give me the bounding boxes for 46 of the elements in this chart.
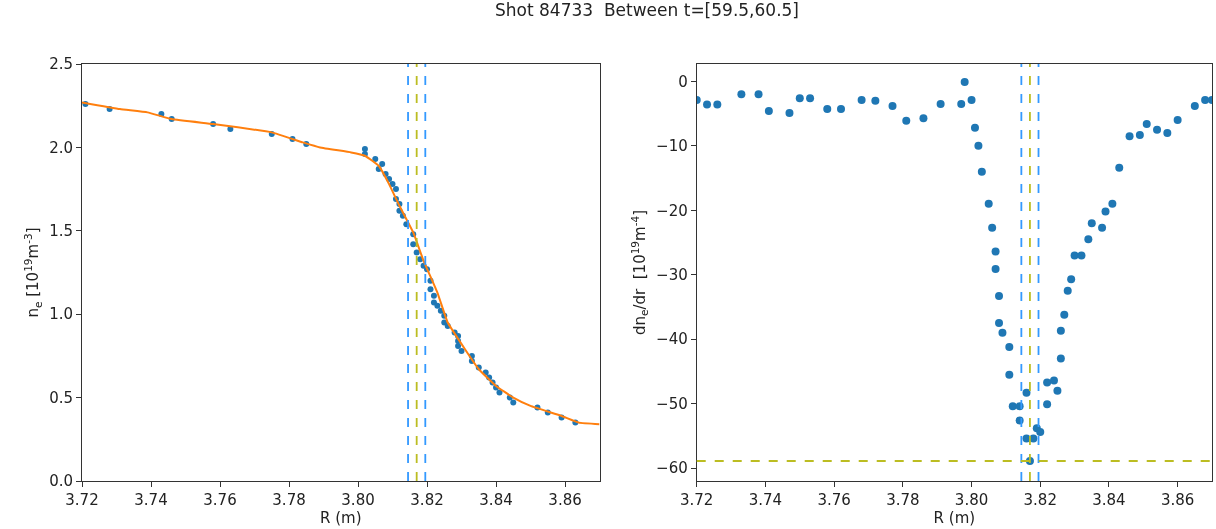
y-tick-label: −40 <box>656 330 688 349</box>
x-tick-label: 3.78 <box>886 491 920 509</box>
point <box>410 241 417 248</box>
y-tick-label: −10 <box>656 137 688 156</box>
point <box>392 186 399 193</box>
y-tick-label: −50 <box>656 394 688 413</box>
point <box>458 347 465 354</box>
point <box>496 389 503 396</box>
x-tick-label: 3.80 <box>954 491 989 509</box>
y-tick-label: 2.0 <box>49 138 73 157</box>
y-tick-label: 1.0 <box>49 305 73 324</box>
y-tick-label: −30 <box>656 266 688 285</box>
x-tick-label: 3.86 <box>548 491 582 509</box>
x-tick-label: 3.86 <box>1160 491 1195 509</box>
x-tick-label: 3.82 <box>410 491 444 509</box>
point <box>434 302 441 309</box>
x-tick-label: 3.82 <box>1023 491 1057 509</box>
x-tick-label: 3.76 <box>203 491 237 509</box>
point <box>427 286 434 293</box>
y-tick-label: 2.5 <box>49 55 73 74</box>
y-tick-label: 0.5 <box>49 388 73 407</box>
x-tick-label: 3.80 <box>341 491 375 509</box>
point <box>379 161 386 168</box>
point <box>361 146 368 153</box>
point <box>413 249 420 256</box>
x-axis-title: R (m) <box>320 509 362 527</box>
point <box>510 399 517 406</box>
y-tick-label: −60 <box>656 459 688 478</box>
x-tick-label: 3.72 <box>680 491 714 509</box>
y-tick-label: 1.5 <box>49 222 73 241</box>
y-tick-label: −20 <box>656 201 688 220</box>
x-tick-label: 3.72 <box>65 491 99 509</box>
x-tick-label: 3.74 <box>134 491 168 509</box>
y-tick-label: 0.0 <box>49 472 73 491</box>
y-tick-label: 0 <box>678 72 688 91</box>
point <box>455 342 462 349</box>
text: Shot 84733 Between t=[59.5,60.5] <box>495 0 799 20</box>
x-tick-label: 3.84 <box>1092 491 1126 509</box>
x-tick-label: 3.78 <box>272 491 306 509</box>
point <box>430 292 437 299</box>
x-tick-label: 3.74 <box>748 491 783 509</box>
point <box>372 156 379 163</box>
line-series <box>82 101 600 426</box>
x-tick-label: 3.76 <box>817 491 851 509</box>
x-tick-label: 3.84 <box>479 491 513 509</box>
x-axis-title: R (m) <box>933 509 976 527</box>
